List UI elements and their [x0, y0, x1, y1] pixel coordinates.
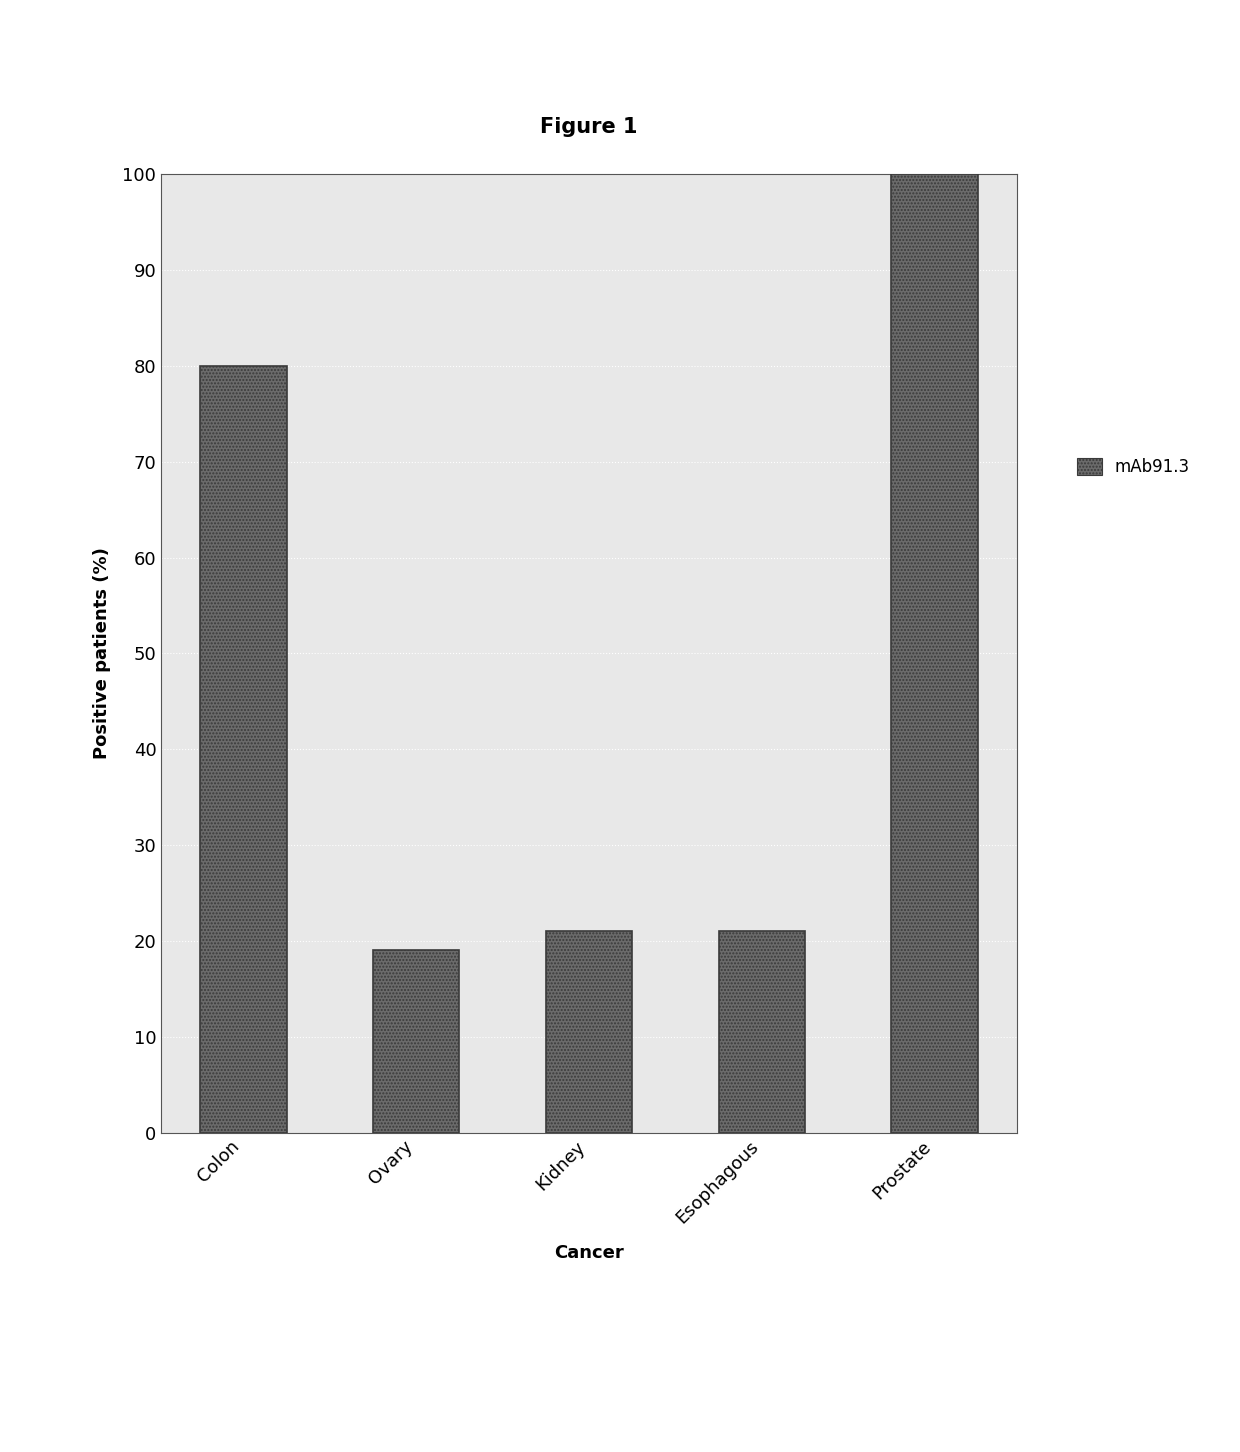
Title: Figure 1: Figure 1	[541, 116, 637, 136]
Legend: mAb91.3: mAb91.3	[1070, 452, 1197, 482]
Bar	[373, 951, 459, 1133]
Y-axis label: Positive patients (%): Positive patients (%)	[93, 547, 112, 759]
Bar	[546, 931, 632, 1133]
Bar	[892, 174, 978, 1133]
Bar	[200, 366, 286, 1133]
Bar	[719, 931, 805, 1133]
X-axis label: Cancer: Cancer	[554, 1244, 624, 1262]
